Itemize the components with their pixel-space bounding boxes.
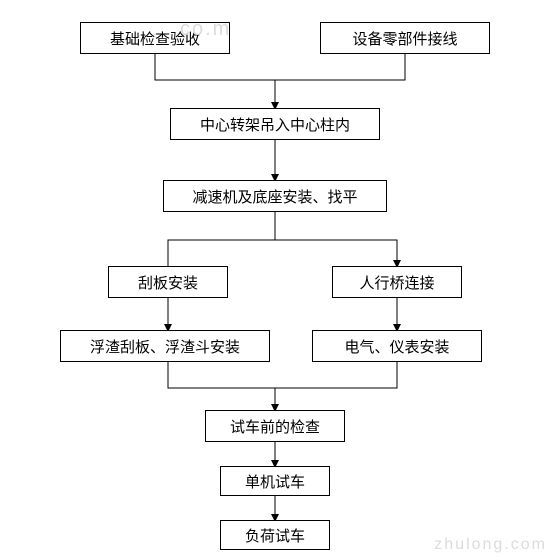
flow-node-n11: 负荷试车 bbox=[220, 520, 330, 550]
flow-node-n10: 单机试车 bbox=[220, 466, 330, 496]
edge-3 bbox=[168, 212, 275, 266]
flow-node-n4: 减速机及底座安装、找平 bbox=[163, 180, 387, 212]
watermark-bottom: zhulong.com bbox=[434, 536, 547, 554]
flow-node-n3: 中心转架吊入中心柱内 bbox=[170, 108, 380, 140]
flow-node-n9: 试车前的检查 bbox=[205, 410, 345, 442]
edge-7 bbox=[168, 362, 275, 410]
flow-node-n6: 人行桥连接 bbox=[332, 266, 462, 298]
flow-node-n7: 浮渣刮板、浮渣斗安装 bbox=[60, 330, 270, 362]
flow-node-n2: 设备零部件接线 bbox=[320, 22, 490, 54]
flow-node-n5: 刮板安装 bbox=[108, 266, 228, 298]
edge-4 bbox=[275, 212, 397, 266]
edge-1 bbox=[275, 54, 405, 108]
flow-node-n8: 电气、仪表安装 bbox=[312, 330, 482, 362]
edge-0 bbox=[155, 54, 275, 108]
watermark-top: co.m bbox=[180, 18, 231, 41]
edge-8 bbox=[275, 362, 397, 410]
